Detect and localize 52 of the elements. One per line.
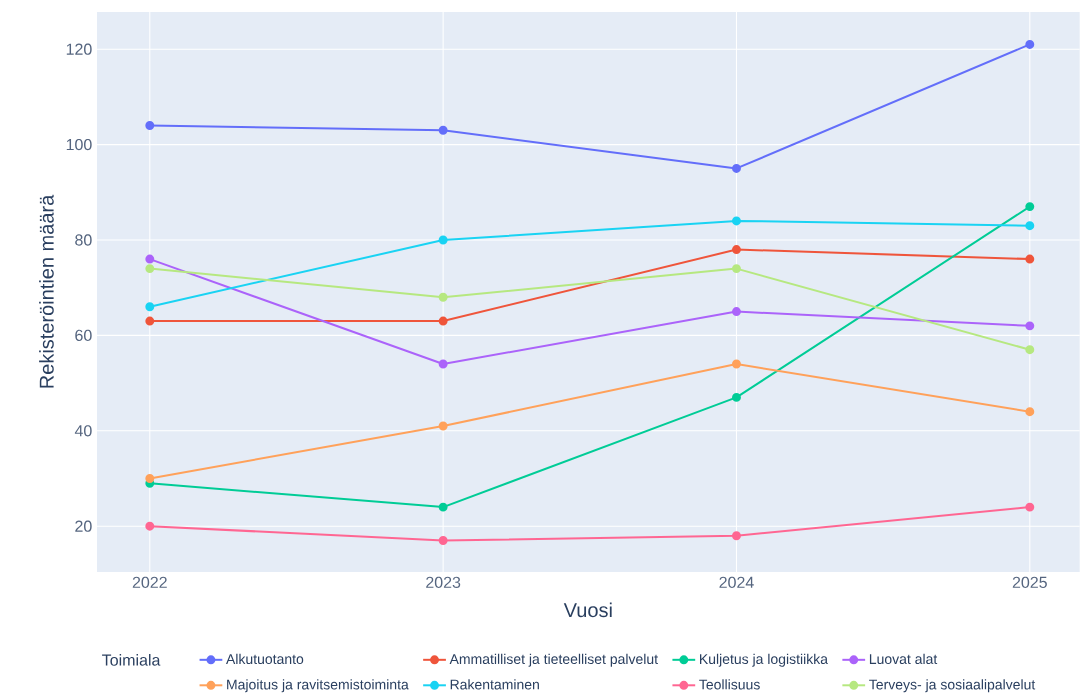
y-tick-label: 40	[74, 425, 92, 437]
point	[732, 359, 741, 369]
x-tick-label: 2024	[719, 576, 754, 589]
legend-label: Teollisuus	[699, 679, 760, 690]
point	[438, 316, 448, 326]
legend-label: Terveys- ja sosiaalipalvelut	[869, 679, 1036, 693]
point	[145, 521, 155, 531]
point	[145, 474, 155, 483]
point	[145, 254, 155, 264]
y-tick-label: 20	[75, 520, 92, 532]
legend-label: Ammatilliset ja tieteelliset palvelut	[449, 653, 658, 667]
x-tick-label: 2023	[426, 576, 461, 589]
point	[1025, 39, 1035, 49]
legend-label: Rakentaminen	[450, 679, 539, 690]
x-tick-label: 2025	[1012, 576, 1047, 589]
legend-label: Kuljetus ja logistiikka	[700, 653, 828, 667]
x-axis-title: Vuosi	[563, 602, 612, 618]
point	[145, 264, 155, 274]
point	[732, 307, 741, 317]
point	[1025, 221, 1035, 231]
y-tick-label: 100	[66, 138, 92, 151]
point	[732, 216, 741, 226]
y-tick-label: 120	[66, 43, 92, 55]
point	[732, 264, 741, 274]
point	[732, 392, 741, 402]
point	[1025, 407, 1035, 417]
point	[145, 302, 155, 312]
point	[732, 531, 741, 541]
y-axis-title: Rekisteröintien määrä	[39, 194, 54, 388]
y-tick-label: 60	[75, 329, 92, 342]
point	[1025, 254, 1035, 264]
point	[438, 502, 448, 512]
point	[732, 245, 741, 254]
legend-label: Majoitus ja ravitsemistoiminta	[227, 679, 409, 693]
legend-label: Luovat alat	[869, 653, 938, 665]
y-tick-label: 80	[75, 234, 92, 246]
point	[145, 316, 155, 326]
legend-title: Toimiala	[102, 654, 161, 666]
point	[1025, 345, 1035, 355]
point	[438, 125, 448, 135]
point	[438, 292, 448, 302]
point	[438, 359, 448, 369]
point	[438, 536, 448, 545]
point	[1025, 502, 1035, 512]
point	[438, 235, 448, 245]
legend-label: Alkutuotanto	[226, 653, 304, 665]
point	[1025, 321, 1035, 331]
point	[145, 121, 155, 130]
point	[732, 163, 741, 173]
x-tick-label: 2022	[132, 576, 167, 589]
point	[438, 421, 448, 431]
point	[1025, 202, 1035, 212]
